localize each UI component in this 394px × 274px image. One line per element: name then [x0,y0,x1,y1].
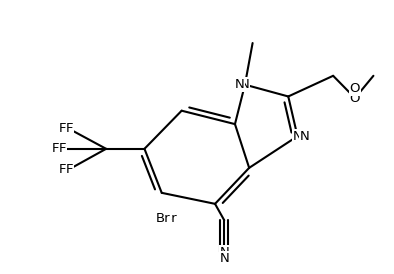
Text: O: O [350,82,360,95]
Text: N: N [219,246,229,259]
Text: N: N [219,252,229,265]
Text: F: F [65,163,73,176]
Text: N: N [234,78,244,91]
Text: N: N [293,130,302,143]
Text: F: F [59,122,66,135]
Text: F: F [52,142,59,155]
Text: O: O [350,92,360,105]
Text: F: F [59,142,67,155]
Text: F: F [59,163,66,176]
Text: F: F [65,122,73,135]
Text: N: N [299,130,309,143]
Text: N: N [240,78,250,91]
Text: Br: Br [156,212,171,226]
Text: Br: Br [163,212,177,226]
